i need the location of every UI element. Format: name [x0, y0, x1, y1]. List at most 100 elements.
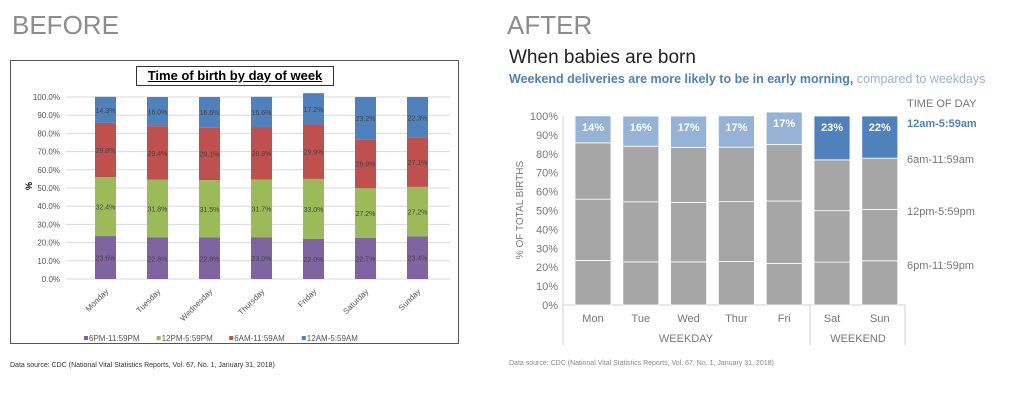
y-tick-label: 60.0%	[37, 166, 60, 175]
after-chart-title: When babies are born	[509, 47, 696, 68]
legend-label: 12PM-5:59PM	[162, 334, 213, 343]
data-label: 29.9%	[304, 150, 324, 157]
data-label: 17.2%	[304, 107, 324, 114]
data-label: 17%	[725, 122, 747, 134]
bar-segment	[765, 111, 803, 145]
bar-segment	[622, 145, 660, 203]
data-label: 23.0%	[252, 256, 272, 263]
data-label: 31.5%	[200, 207, 220, 214]
legend-label: 12am-5:59am	[907, 118, 977, 130]
y-tick-label: 50.0%	[37, 184, 60, 193]
legend-label: 6AM-11:59AM	[234, 334, 285, 343]
data-label: 22.8%	[148, 256, 168, 263]
bar-segment	[861, 208, 899, 262]
legend-title: TIME OF DAY	[907, 98, 977, 110]
bar-segment	[355, 97, 376, 140]
y-tick-label: 0.0%	[42, 275, 60, 284]
y-tick-label: 10%	[536, 281, 558, 293]
bar-segment	[407, 236, 428, 279]
bar-segment	[574, 115, 612, 144]
bar-segment	[574, 142, 612, 200]
y-tick-label: 80.0%	[37, 129, 60, 138]
y-tick-label: 90%	[536, 130, 558, 142]
data-label: 22.0%	[304, 257, 324, 264]
bar-segment	[147, 237, 168, 279]
subtitle-light: compared to weekdays	[853, 72, 986, 86]
data-label: 14%	[582, 122, 604, 134]
x-tick-label: Tuesday	[135, 287, 163, 315]
bar-segment	[199, 180, 220, 238]
x-tick-label: Sat	[824, 313, 841, 325]
bar-segment	[670, 201, 707, 263]
before-source: Data source: CDC (National Vital Statist…	[10, 362, 275, 369]
legend-label: 6pm-11:59pm	[907, 260, 974, 272]
bar-segment	[147, 179, 168, 238]
x-tick-label: Thur	[725, 313, 748, 325]
y-tick-label: 60%	[536, 187, 558, 199]
y-tick-label: 10.0%	[37, 257, 60, 266]
bar-segment	[813, 115, 851, 161]
y-tick-label: 30.0%	[37, 220, 60, 229]
bar-segment	[147, 97, 168, 127]
y-tick-label: 20%	[536, 262, 558, 274]
bar-segment	[95, 96, 116, 123]
bar-segment	[718, 261, 755, 306]
bar-segment	[622, 115, 660, 147]
before-heading: BEFORE	[12, 10, 119, 40]
data-label: 22.7%	[356, 256, 376, 263]
y-tick-label: 0%	[542, 300, 558, 312]
data-label: 27.1%	[408, 160, 428, 167]
x-tick-label: Friday	[296, 287, 318, 309]
x-tick-label: Wed	[677, 313, 699, 325]
bar-segment	[670, 261, 707, 306]
bar-segment	[355, 237, 376, 279]
bar-segment	[355, 188, 376, 238]
data-label: 22.3%	[408, 115, 428, 122]
data-label: 26.9%	[356, 162, 376, 169]
bar-segment	[813, 261, 851, 306]
data-label: 23.2%	[356, 116, 376, 123]
legend-label: 6am-11:59am	[907, 154, 974, 166]
data-label: 23.4%	[408, 256, 428, 263]
bar-segment	[861, 260, 899, 306]
data-label: 16.6%	[200, 110, 220, 117]
bar-segment	[303, 124, 324, 179]
bar-segment	[303, 238, 324, 279]
legend-swatch	[301, 336, 306, 340]
y-tick-label: 30%	[536, 243, 558, 255]
bar-segment	[861, 115, 899, 159]
y-tick-label: 70.0%	[37, 148, 60, 157]
data-label: 29.4%	[148, 151, 168, 158]
y-axis-label: %	[24, 182, 34, 190]
y-tick-label: 40%	[536, 224, 558, 236]
legend-label: 12pm-5:59pm	[907, 206, 975, 218]
legend-swatch	[156, 336, 161, 340]
data-label: 22.8%	[200, 256, 220, 263]
data-label: 16%	[630, 122, 652, 134]
data-label: 16.6%	[252, 110, 272, 117]
data-label: 16.0%	[148, 110, 168, 117]
data-label: 17%	[773, 118, 795, 130]
bar-segment	[251, 96, 272, 128]
data-label: 17%	[678, 122, 700, 134]
bar-segment	[813, 210, 851, 263]
x-tick-label: Monday	[84, 287, 110, 313]
bar-segment	[574, 259, 612, 306]
bar-segment	[407, 137, 428, 187]
y-tick-label: 80%	[536, 149, 558, 161]
x-tick-label: Saturday	[341, 287, 370, 316]
legend-swatch	[84, 336, 88, 340]
y-axis-label: % OF TOTAL BIRTHS	[515, 160, 526, 259]
y-tick-label: 90.0%	[37, 111, 60, 120]
data-label: 28.8%	[252, 151, 272, 158]
bar-segment	[147, 126, 168, 180]
before-chart-frame	[10, 60, 459, 344]
bar-segment	[670, 146, 707, 203]
x-tick-label: Tue	[632, 313, 651, 325]
y-tick-label: 100%	[530, 111, 558, 123]
y-tick-label: 50%	[536, 206, 558, 218]
bar-segment	[303, 178, 324, 239]
x-tick-label: Thursday	[236, 287, 266, 317]
bar-segment	[95, 122, 116, 178]
